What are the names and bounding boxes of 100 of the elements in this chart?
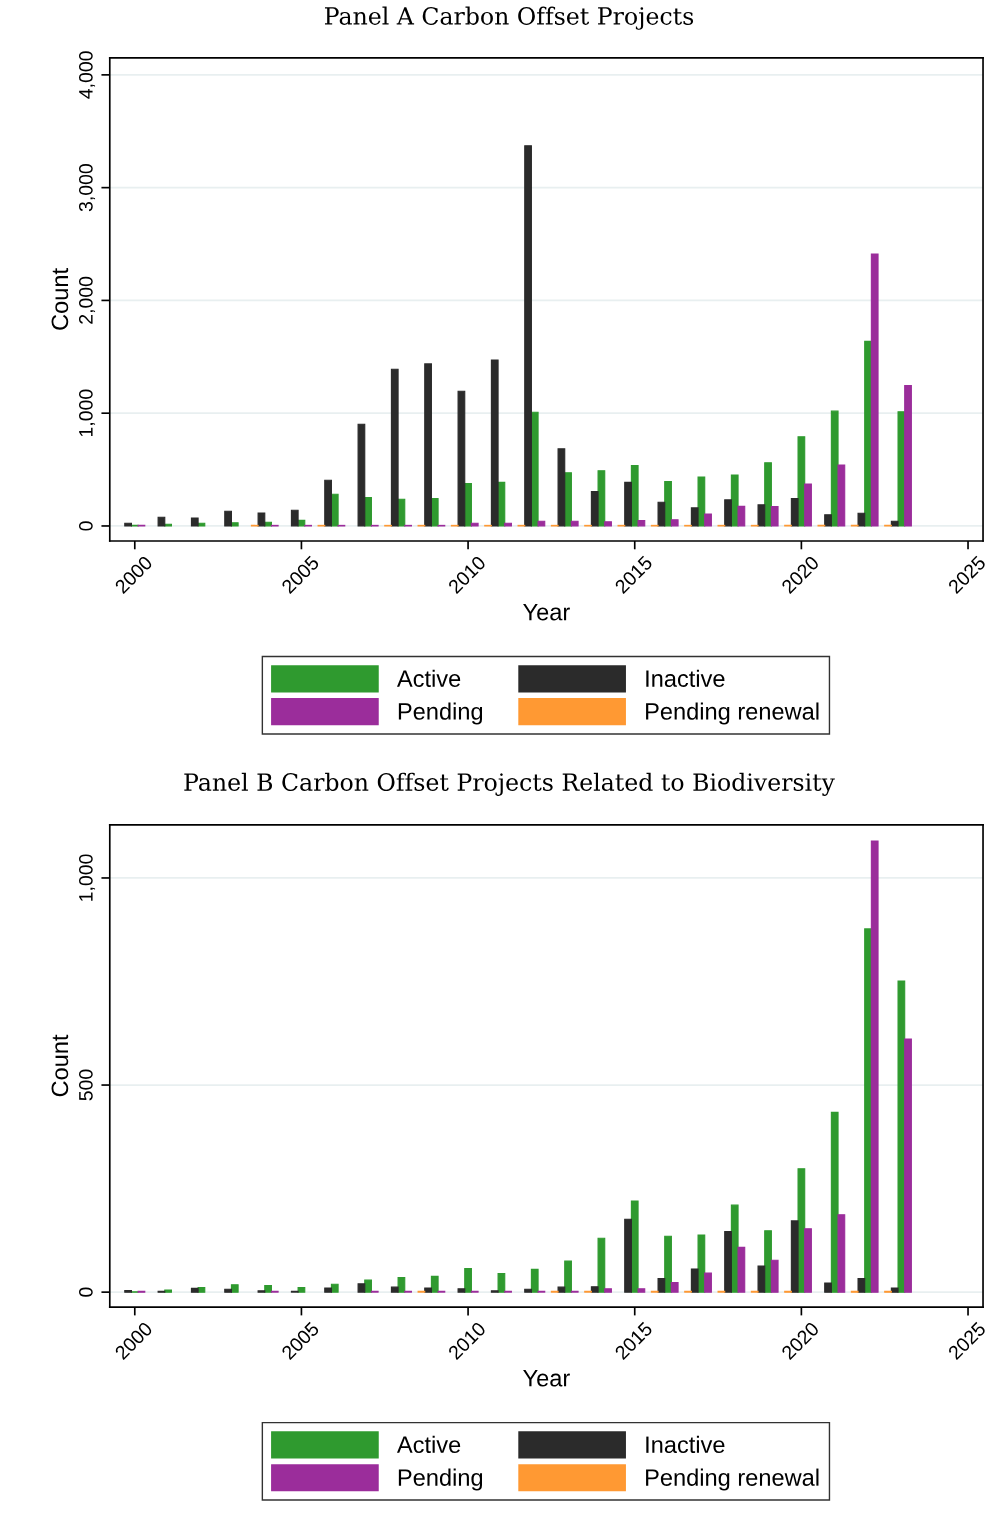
bar bbox=[670, 1282, 679, 1293]
chart-title: Panel A Carbon Offset Projects bbox=[324, 6, 694, 30]
bar bbox=[390, 368, 399, 527]
bar bbox=[357, 423, 366, 527]
bar bbox=[637, 520, 646, 527]
bar bbox=[557, 448, 566, 527]
bar bbox=[264, 521, 272, 527]
bar bbox=[790, 1220, 799, 1293]
bar bbox=[457, 1288, 466, 1293]
bar bbox=[637, 1288, 646, 1293]
bar bbox=[864, 928, 872, 1293]
bar bbox=[324, 1287, 332, 1293]
y-tick-label: 3,000 bbox=[78, 164, 96, 212]
bar bbox=[704, 513, 712, 527]
bar bbox=[764, 1230, 772, 1293]
bar bbox=[524, 145, 532, 527]
bar bbox=[630, 1200, 639, 1293]
bar bbox=[757, 1265, 766, 1293]
bar bbox=[430, 1275, 439, 1293]
bar bbox=[657, 501, 666, 527]
bar bbox=[857, 1277, 866, 1293]
bar bbox=[230, 522, 239, 527]
legend-label: Pending bbox=[398, 702, 483, 725]
bar bbox=[690, 507, 699, 527]
bar bbox=[424, 1287, 432, 1293]
bar bbox=[457, 390, 466, 527]
bar bbox=[857, 512, 866, 527]
legend-label: Pending renewal bbox=[646, 702, 819, 725]
legend-label: Pending renewal bbox=[646, 1468, 819, 1491]
bar bbox=[537, 520, 546, 527]
bar bbox=[424, 363, 432, 527]
bar bbox=[364, 1279, 372, 1293]
bar bbox=[324, 479, 332, 527]
bar bbox=[837, 1214, 846, 1293]
bar bbox=[757, 504, 766, 527]
bar bbox=[190, 1287, 199, 1293]
bar bbox=[724, 499, 732, 527]
bar bbox=[664, 1235, 672, 1293]
bar bbox=[224, 510, 232, 527]
bar bbox=[704, 1272, 712, 1293]
bar bbox=[624, 1218, 632, 1293]
bar bbox=[890, 520, 899, 527]
bar bbox=[230, 1284, 239, 1293]
bar bbox=[737, 505, 746, 527]
bar bbox=[824, 514, 832, 527]
bar bbox=[870, 253, 879, 527]
bar bbox=[470, 522, 479, 527]
bar bbox=[490, 359, 499, 527]
bar bbox=[630, 464, 639, 527]
y-tick-label: 0 bbox=[78, 521, 93, 531]
bar bbox=[890, 1287, 899, 1293]
y-axis-title: Count bbox=[51, 268, 69, 330]
bar bbox=[124, 522, 132, 527]
bar bbox=[830, 1111, 839, 1293]
bar bbox=[564, 472, 572, 527]
bar bbox=[164, 1289, 172, 1293]
bar bbox=[904, 385, 912, 527]
bar bbox=[870, 840, 879, 1293]
bar bbox=[330, 1283, 339, 1293]
bar bbox=[464, 1267, 472, 1293]
bar bbox=[297, 1287, 306, 1293]
bar bbox=[524, 1288, 532, 1293]
bar bbox=[190, 517, 199, 527]
bar bbox=[664, 480, 672, 527]
legend-label: Active bbox=[396, 669, 461, 687]
bar bbox=[790, 497, 799, 527]
bar bbox=[604, 1288, 612, 1293]
legend-label: Inactive bbox=[646, 669, 725, 687]
bar bbox=[670, 519, 679, 527]
bar bbox=[904, 1038, 912, 1293]
bar bbox=[657, 1277, 666, 1293]
x-axis-title: Year bbox=[523, 603, 570, 621]
bar bbox=[570, 520, 579, 527]
bar bbox=[364, 497, 372, 527]
bar bbox=[737, 1246, 746, 1293]
bar bbox=[590, 1286, 599, 1293]
bar bbox=[224, 1288, 232, 1293]
x-axis-title: Year bbox=[523, 1370, 570, 1387]
bar bbox=[504, 522, 512, 527]
legend-label: Pending bbox=[398, 1468, 483, 1491]
bar bbox=[157, 516, 166, 527]
bar bbox=[690, 1268, 699, 1293]
bar bbox=[770, 1259, 779, 1293]
bar bbox=[697, 476, 706, 527]
bar bbox=[497, 1272, 506, 1293]
bar bbox=[264, 1284, 272, 1293]
y-tick-label: 1,000 bbox=[78, 854, 96, 901]
bar bbox=[430, 498, 439, 527]
chart-title: Panel B Carbon Offset Projects Related to Biodiversity bbox=[184, 772, 835, 796]
bar bbox=[557, 1286, 566, 1293]
bar bbox=[770, 506, 779, 527]
bar bbox=[724, 1231, 732, 1293]
bar bbox=[257, 512, 266, 527]
bar bbox=[824, 1282, 832, 1293]
y-axis-title: Count bbox=[51, 1034, 69, 1097]
bar bbox=[564, 1260, 572, 1293]
bar bbox=[604, 521, 612, 527]
y-tick-label: 2,000 bbox=[78, 276, 96, 324]
y-tick-label: 0 bbox=[78, 1287, 93, 1297]
bar bbox=[390, 1286, 399, 1293]
